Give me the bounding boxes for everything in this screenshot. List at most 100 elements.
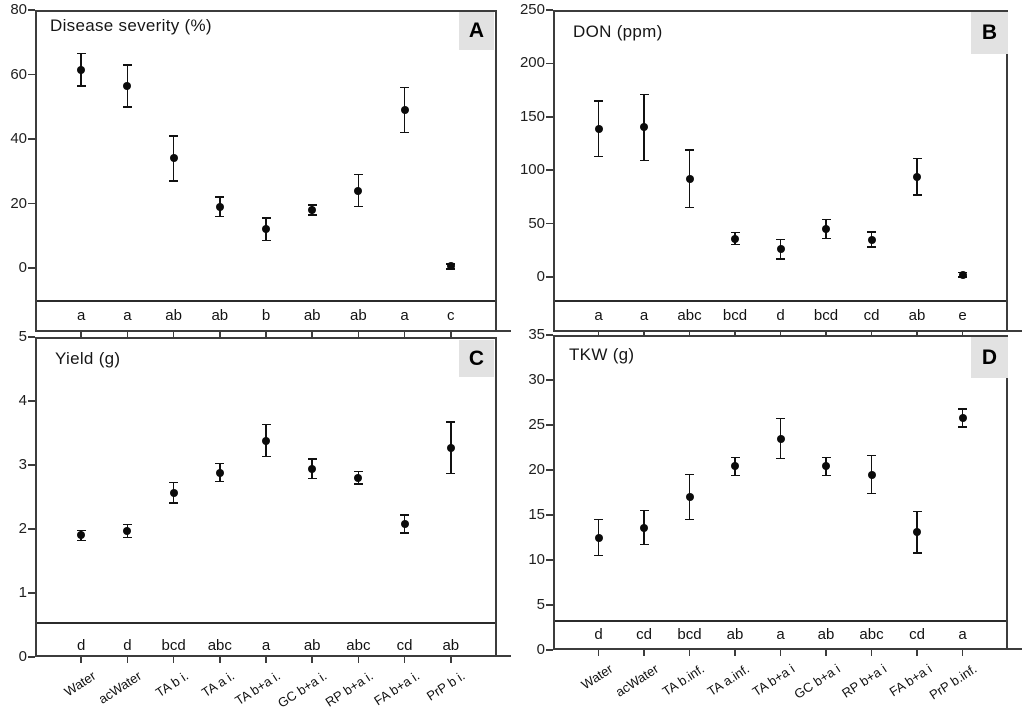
- data-point-marker: [958, 270, 967, 279]
- x-category-label: Water: [578, 661, 616, 693]
- y-tick-label: 25: [528, 416, 545, 433]
- error-bar-cap: [169, 135, 179, 137]
- panel-tag: B: [971, 12, 1008, 54]
- error-bar-cap: [685, 518, 694, 521]
- y-tick-label: 200: [519, 54, 545, 72]
- significance-letter: a: [123, 307, 132, 324]
- data-point-marker: [913, 528, 921, 537]
- panel-frame: [35, 10, 497, 332]
- panel-frame: [553, 10, 1008, 332]
- error-bar-cap: [446, 472, 456, 475]
- x-category-label: acWater: [612, 661, 662, 700]
- y-tick-mark: [28, 464, 35, 466]
- significance-letter: d: [594, 626, 603, 643]
- significance-letter: ab: [908, 307, 926, 324]
- significance-letter: a: [594, 307, 603, 324]
- error-bar-cap: [261, 239, 271, 242]
- significance-letter: abc: [677, 307, 702, 324]
- x-category-label: acWater: [96, 668, 145, 707]
- error-bar-cap: [867, 231, 876, 233]
- x-tick-mark: [219, 657, 221, 663]
- x-tick-mark: [779, 650, 782, 656]
- error-bar-cap: [122, 536, 132, 539]
- y-tick-mark: [546, 62, 553, 65]
- significance-letter: b: [261, 307, 271, 324]
- x-category-label: TA b.inf.: [659, 661, 707, 700]
- data-point-marker: [822, 462, 830, 471]
- error-bar-cap: [169, 502, 179, 504]
- significance-letter: a: [261, 637, 271, 654]
- error-bar-cap: [261, 455, 271, 458]
- data-point-marker: [215, 202, 224, 211]
- x-tick-mark: [643, 650, 645, 656]
- significance-letter: cd: [863, 307, 880, 324]
- error-bar-cap: [639, 93, 649, 96]
- data-point-marker: [354, 473, 363, 482]
- error-bar-cap: [594, 155, 603, 158]
- x-tick-mark: [172, 657, 175, 663]
- significance-letter: bcd: [722, 307, 748, 324]
- data-point-marker: [262, 436, 270, 445]
- error-bar-cap: [730, 243, 740, 246]
- panel-tag-letter: D: [981, 345, 998, 369]
- y-tick-label: 0: [18, 648, 27, 665]
- significance-letter: cd: [396, 637, 413, 654]
- data-point-marker: [776, 245, 785, 254]
- data-point-marker: [776, 434, 785, 443]
- data-point-marker: [685, 493, 694, 501]
- data-point-marker: [262, 225, 270, 234]
- error-bar-cap: [122, 523, 132, 526]
- axis-overshoot-line: [1008, 330, 1022, 332]
- letter-strip-separator-line: [37, 622, 495, 624]
- error-bar-cap: [307, 458, 317, 460]
- y-tick-label: 5: [18, 328, 27, 345]
- y-tick-mark: [546, 649, 553, 651]
- error-bar-cap: [867, 492, 876, 495]
- y-tick-mark: [28, 528, 35, 530]
- error-bar-cap: [912, 157, 922, 160]
- panel-tag-letter: C: [468, 346, 485, 370]
- y-tick-mark: [28, 9, 35, 11]
- significance-letter: ab: [303, 637, 321, 654]
- error-bar-cap: [353, 483, 363, 485]
- significance-letter: ab: [817, 626, 835, 643]
- y-tick-label: 0: [18, 259, 27, 276]
- data-point-marker: [77, 531, 86, 540]
- y-tick-mark: [546, 469, 553, 471]
- error-bar-cap: [685, 149, 694, 151]
- error-bar-cap: [215, 196, 225, 198]
- x-category-label: PrP b i.: [424, 668, 468, 704]
- y-tick-mark: [546, 559, 553, 561]
- data-point-marker: [685, 174, 694, 183]
- significance-letter: d: [776, 307, 785, 324]
- error-bar-cap: [912, 510, 922, 513]
- x-tick-mark: [126, 332, 129, 338]
- y-tick-mark: [546, 514, 553, 516]
- axis-overshoot-line: [497, 655, 511, 657]
- error-bar-cap: [730, 456, 740, 459]
- significance-letter: c: [447, 307, 455, 324]
- significance-letter: bcd: [813, 307, 839, 324]
- data-point-marker: [822, 224, 830, 233]
- error-bar-cap: [730, 231, 740, 234]
- x-tick-mark: [172, 332, 175, 338]
- error-bar-cap: [821, 218, 831, 221]
- error-bar-cap: [215, 462, 225, 465]
- error-bar-cap: [958, 426, 967, 428]
- data-point-marker: [913, 172, 921, 181]
- error-bar-cap: [821, 237, 831, 240]
- data-point-marker: [169, 154, 178, 163]
- error-bar-cap: [594, 100, 603, 102]
- significance-letter: ab: [350, 307, 367, 324]
- x-tick-mark: [403, 332, 406, 338]
- y-tick-label: 30: [528, 371, 545, 388]
- x-category-label: FA b+a i: [886, 661, 935, 700]
- error-bar-cap: [400, 86, 410, 89]
- y-tick-mark: [546, 116, 553, 118]
- data-point-marker: [400, 105, 409, 114]
- letter-strip-separator-line: [555, 300, 1006, 302]
- error-bar-cap: [76, 85, 86, 87]
- significance-letter: a: [400, 307, 409, 324]
- error-bar-cap: [307, 477, 317, 480]
- y-tick-label: 150: [519, 107, 545, 125]
